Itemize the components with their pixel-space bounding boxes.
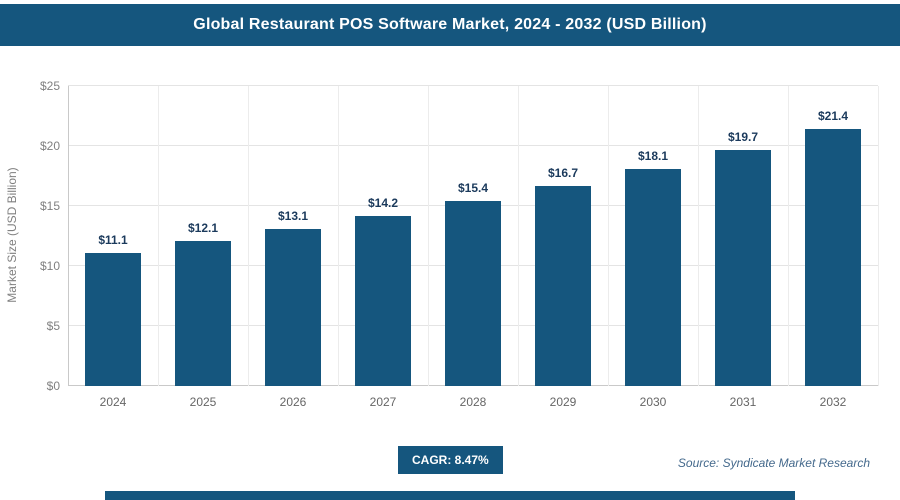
y-tick-label: $15 [39, 199, 60, 213]
v-gridline [248, 86, 249, 386]
v-gridline [337, 86, 339, 386]
x-tick-label: 2029 [549, 395, 577, 409]
bar-group: $16.7 2029 [518, 86, 608, 409]
v-gridline [788, 86, 789, 386]
v-gridline [158, 86, 159, 386]
y-tick-label: $0 [46, 379, 60, 393]
bar [535, 185, 591, 386]
v-gridline [878, 86, 879, 386]
x-tick-label: 2027 [369, 395, 397, 409]
bar [175, 240, 231, 386]
v-gridline [428, 86, 429, 386]
bar-group: $21.4 2032 [788, 86, 878, 409]
bar [625, 168, 681, 386]
chart-title-bar: Global Restaurant POS Software Market, 2… [0, 4, 900, 46]
bar-value-label: $18.1 [637, 148, 669, 163]
bar-value-label: $15.4 [457, 181, 489, 196]
bar-value-label: $19.7 [727, 129, 759, 144]
plot-area: $11.1 2024 $12.1 2025 $13.1 2026 $14.2 2027 $15.… [40, 79, 879, 409]
x-tick-label: 2031 [729, 395, 757, 409]
chart-title: Global Restaurant POS Software Market, 2… [193, 16, 707, 33]
cagr-badge: CAGR: 8.47% [398, 446, 503, 474]
bar-value-label: $13.1 [277, 208, 309, 223]
bar-group: $15.4 2028 [428, 86, 518, 409]
bar [715, 149, 771, 386]
y-tick-label: $20 [39, 139, 60, 153]
bar-group: $18.1 2030 [608, 86, 698, 409]
bar-group: $19.7 2031 [698, 86, 788, 409]
bar-series: $11.1 2024 $12.1 2025 $13.1 2026 $14.2 2027 $15.… [68, 86, 878, 409]
x-tick-label: 2026 [279, 395, 307, 409]
x-tick-label: 2024 [99, 395, 127, 409]
v-gridline [607, 86, 609, 386]
y-tick-label: $25 [39, 79, 60, 93]
bar-value-label: $16.7 [547, 165, 579, 180]
y-tick-label: $5 [46, 319, 60, 333]
bar-value-label: $21.4 [817, 109, 849, 124]
bar [85, 252, 141, 386]
bar-value-label: $12.1 [187, 220, 219, 235]
bar [265, 228, 321, 386]
bar [805, 129, 861, 386]
x-tick-label: 2028 [459, 395, 487, 409]
bar [445, 201, 501, 386]
v-gridline [518, 86, 519, 386]
bar-group: $13.1 2026 [248, 86, 338, 409]
x-tick-label: 2032 [819, 395, 847, 409]
h-gridline [68, 145, 878, 146]
x-tick-label: 2030 [639, 395, 667, 409]
bottom-accent-strip [105, 491, 795, 500]
bar-group: $12.1 2025 [158, 86, 248, 409]
v-gridline [68, 86, 69, 386]
source-note: Source: Syndicate Market Research [677, 456, 870, 470]
bar-value-label: $11.1 [98, 232, 128, 247]
bar-group: $14.2 2027 [338, 86, 428, 409]
bar-group: $11.1 2024 [68, 86, 158, 409]
bar [355, 215, 411, 386]
bar-value-label: $14.2 [367, 195, 399, 210]
x-tick-label: 2025 [189, 395, 217, 409]
y-tick-label: $10 [39, 259, 60, 273]
h-gridline [68, 85, 878, 86]
v-gridline [698, 86, 699, 386]
y-axis-title: Market Size (USD Billion) [5, 167, 19, 303]
